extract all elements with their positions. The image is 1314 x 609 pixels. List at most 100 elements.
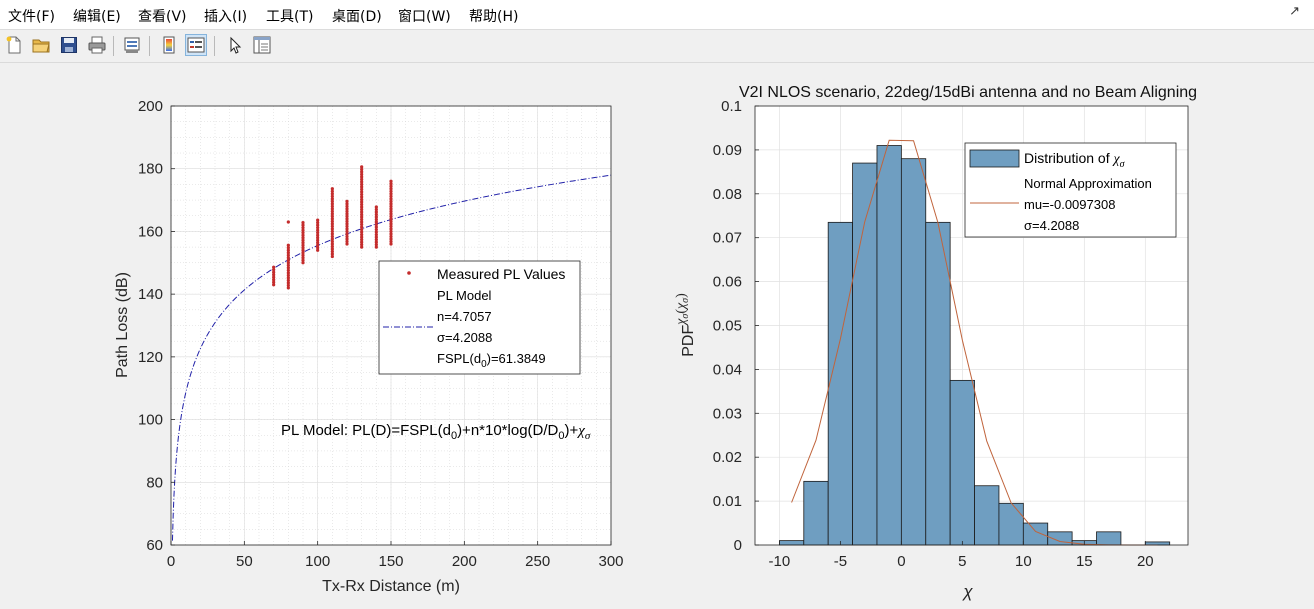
right-y-tick-label: 0.08 <box>713 186 742 203</box>
measured-point <box>301 251 305 255</box>
measured-point <box>286 268 290 272</box>
menu-window[interactable]: 窗口(W) <box>398 9 451 25</box>
new-file-icon[interactable] <box>3 34 25 56</box>
toolstrip-arrow-icon[interactable]: ↗ <box>1289 3 1300 18</box>
pointer-icon[interactable] <box>224 34 246 56</box>
legend-model-line-3: σ=4.2088 <box>437 330 492 345</box>
measured-point <box>389 209 393 213</box>
measured-point <box>345 212 349 216</box>
measured-point <box>374 207 378 212</box>
right-x-tick-label: 15 <box>1076 553 1093 570</box>
measured-point <box>330 234 334 239</box>
measured-point <box>272 275 276 279</box>
legend-normal-line-2: mu=-0.0097308 <box>1024 197 1115 212</box>
measured-point <box>360 222 364 227</box>
measured-point <box>316 248 320 252</box>
measured-point <box>360 202 364 207</box>
print-preview-icon[interactable] <box>121 34 143 56</box>
measured-point <box>330 237 334 241</box>
measured-point <box>316 218 320 222</box>
measured-point <box>374 225 378 229</box>
measured-point <box>374 210 378 214</box>
measured-point <box>301 256 305 260</box>
annotation-part2: )+n*10*log(D/D <box>457 422 558 439</box>
measured-point <box>360 210 364 214</box>
measured-point <box>345 204 349 208</box>
left-axes[interactable]: 0 50 100 150 200 250 300 60 80 100 120 140 160 180 20… <box>114 98 624 595</box>
measured-point <box>374 227 378 232</box>
menu-bar: 文件(F) 编辑(E) 查看(V) 插入(I) 工具(T) 桌面(D) 窗口(W… <box>0 0 1314 30</box>
right-chart-title: V2I NLOS scenario, 22deg/15dBi antenna a… <box>739 84 1197 101</box>
measured-point <box>316 243 320 247</box>
right-y-ticks: 0 0.01 0.02 0.03 0.04 0.05 0.06 0.07 0.08 0.09 0.1 <box>713 98 759 554</box>
histogram-bar <box>900 158 927 546</box>
measured-point <box>389 229 393 234</box>
measured-point <box>360 232 364 237</box>
menu-help[interactable]: 帮助(H) <box>469 9 519 25</box>
figure-canvas: 0 50 100 150 200 250 300 608010012014016018020… <box>114 84 1197 601</box>
right-ylabel-arg-chi: χ <box>674 302 689 311</box>
measured-point <box>389 242 393 246</box>
measured-point <box>316 246 320 250</box>
legend-fspl-sub: 0 <box>481 359 487 370</box>
right-axes[interactable]: -10 -5 0 5 10 15 20 00.010.020.030.040.050.060… <box>674 84 1197 601</box>
measured-point <box>389 184 393 188</box>
legend-icon[interactable] <box>185 34 207 56</box>
measured-point <box>316 226 320 230</box>
measured-point <box>374 222 378 227</box>
right-y-tick-label: 0 <box>734 537 742 554</box>
measured-point <box>374 212 378 217</box>
left-x-tick-label: 200 <box>452 553 477 570</box>
open-folder-icon[interactable] <box>30 34 52 56</box>
save-icon[interactable] <box>58 34 80 56</box>
right-x-axis-label: χ <box>961 582 973 601</box>
measured-point <box>345 227 349 231</box>
measured-point <box>389 207 393 211</box>
measured-point <box>374 237 378 242</box>
measured-point <box>301 233 305 237</box>
right-y-tick-label: 0.02 <box>713 449 742 466</box>
histogram-bar <box>1096 531 1122 546</box>
measured-point <box>389 219 393 223</box>
legend-measured-label: Measured PL Values <box>437 266 565 282</box>
print-icon[interactable] <box>86 34 108 56</box>
right-x-tick-label: 20 <box>1137 553 1154 570</box>
measured-point <box>345 217 349 221</box>
measured-point <box>301 241 305 245</box>
measured-point <box>330 202 334 206</box>
menu-tools[interactable]: 工具(T) <box>266 9 314 25</box>
measured-point <box>330 222 334 226</box>
left-x-tick-label: 50 <box>236 553 253 570</box>
measured-point <box>272 278 276 282</box>
measured-point <box>360 240 364 244</box>
measured-point <box>286 251 290 255</box>
menu-view[interactable]: 查看(V) <box>138 9 187 25</box>
measured-point <box>360 212 364 217</box>
measured-point <box>360 167 364 171</box>
histogram-bar <box>803 480 829 546</box>
menu-desktop[interactable]: 桌面(D) <box>332 9 382 25</box>
measured-point <box>286 263 290 267</box>
colorbar-icon[interactable] <box>158 34 180 56</box>
left-legend[interactable]: Measured PL Values PL Model n=4.7057 σ=4… <box>378 260 581 375</box>
measured-point <box>374 215 378 219</box>
measured-point <box>389 194 393 198</box>
right-legend[interactable]: Distribution of χσ Normal Approximation … <box>964 142 1177 238</box>
measured-point <box>286 246 290 250</box>
menu-insert[interactable]: 插入(I) <box>204 9 248 25</box>
measured-point <box>345 209 349 213</box>
measured-point <box>286 283 290 287</box>
measured-point <box>389 202 393 206</box>
measured-point <box>286 266 290 270</box>
property-inspector-icon[interactable] <box>251 34 273 56</box>
measured-point <box>301 258 305 262</box>
measured-point <box>345 232 349 236</box>
menu-file[interactable]: 文件(F) <box>8 9 55 25</box>
measured-point <box>389 199 393 203</box>
measured-point <box>316 223 320 227</box>
right-normal-curve <box>791 139 1158 546</box>
measured-point <box>330 189 334 193</box>
menu-edit[interactable]: 编辑(E) <box>73 9 121 25</box>
measured-point <box>389 234 393 239</box>
left-x-tick-label: 150 <box>378 553 403 570</box>
